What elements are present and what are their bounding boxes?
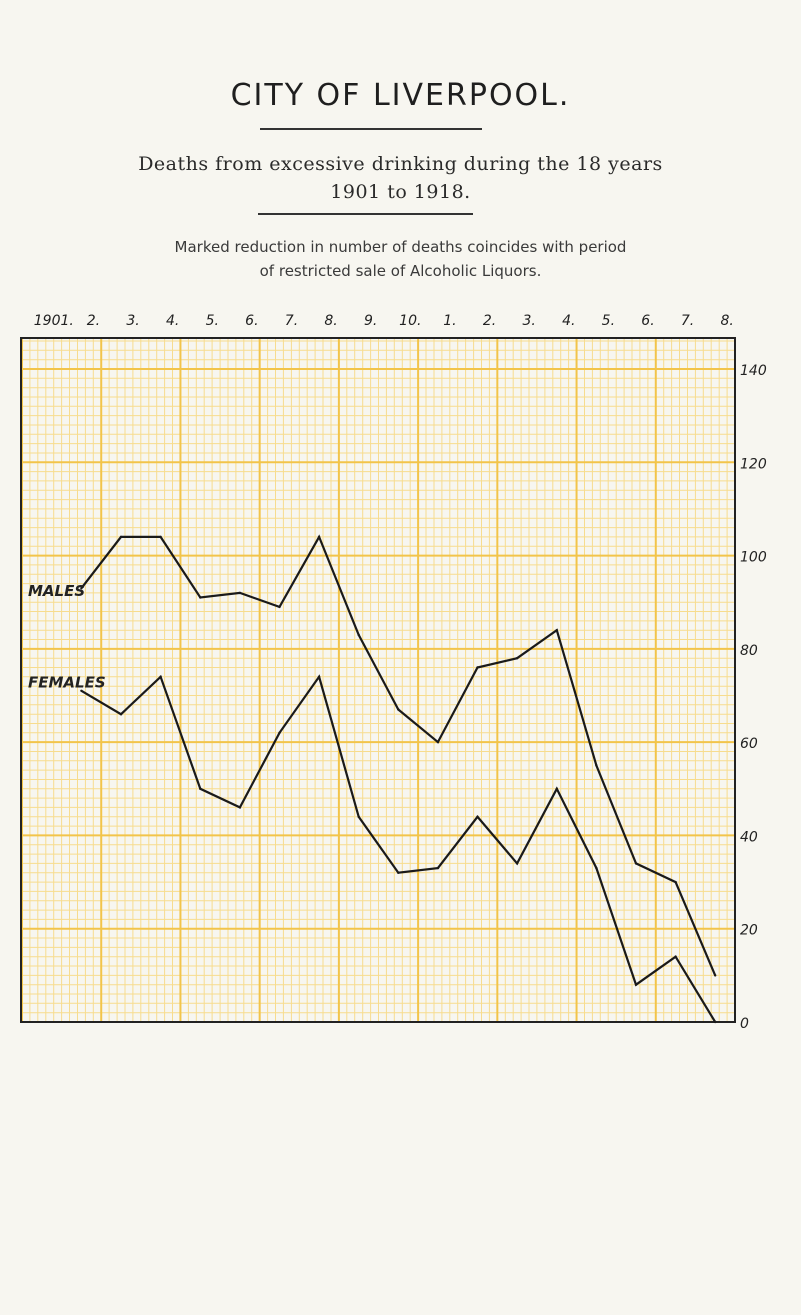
x-tick-label: 1901. [34, 313, 74, 329]
x-tick-label: 10. [399, 313, 421, 329]
y-tick-label: 40 [740, 829, 758, 845]
x-tick-label: 4. [562, 313, 575, 329]
data-point-females [119, 713, 123, 716]
series-label-females: FEMALES [28, 674, 106, 692]
x-tick-label: 5. [602, 313, 615, 329]
x-tick-label: 2. [87, 313, 100, 329]
subtitle-line-1: Deaths from excessive drinking during th… [138, 153, 663, 175]
data-point-males [634, 862, 638, 865]
data-point-females [515, 862, 519, 865]
data-point-males [119, 535, 123, 539]
data-point-females [80, 689, 83, 692]
data-point-males [278, 605, 281, 609]
data-point-females [238, 806, 242, 809]
series-label-males: MALES [28, 582, 85, 600]
data-point-females [714, 1020, 717, 1024]
data-point-females [436, 866, 440, 870]
data-point-females [634, 983, 638, 986]
x-tick-label: 3. [126, 313, 139, 329]
series-line-females [80, 674, 717, 1023]
y-tick-label: 100 [740, 550, 767, 566]
note-line-1: Marked reduction in number of deaths coi… [174, 238, 627, 256]
data-point-males [397, 708, 400, 711]
x-tick-label: 7. [285, 313, 298, 329]
y-tick-label: 60 [740, 736, 758, 752]
chart-title: CITY OF LIVERPOOL. [230, 78, 571, 113]
data-point-males [555, 629, 558, 632]
x-tick-label: 1. [443, 313, 456, 329]
x-tick-label: 6. [641, 313, 654, 329]
data-point-males [595, 764, 598, 767]
y-tick-label: 120 [740, 456, 767, 472]
data-point-females [317, 675, 321, 678]
data-point-females [159, 675, 162, 678]
chart-note: Marked reduction in number of deaths coi… [0, 235, 801, 283]
data-point-males [317, 535, 321, 539]
y-tick-label: 20 [740, 923, 758, 939]
subtitle-underline [258, 213, 473, 215]
data-point-males [80, 587, 83, 590]
data-point-males [674, 880, 677, 884]
data-point-females [397, 871, 400, 874]
note-line-2: of restricted sale of Alcoholic Liquors. [259, 262, 542, 280]
x-tick-label: 6. [245, 313, 258, 329]
data-point-females [555, 787, 558, 790]
data-point-females [278, 731, 281, 734]
data-point-males [357, 633, 360, 637]
title-underline [260, 128, 482, 130]
x-tick-label: 8. [721, 313, 734, 329]
y-tick-label: 140 [740, 363, 767, 379]
data-point-females [357, 815, 360, 818]
data-point-females [476, 815, 479, 818]
plot-frame [20, 337, 736, 1023]
x-tick-label: 5. [206, 313, 219, 329]
y-tick-label: 0 [740, 1016, 749, 1032]
chart-subtitle: Deaths from excessive drinking during th… [0, 150, 801, 206]
data-point-females [595, 866, 598, 870]
data-point-females [199, 787, 202, 790]
data-point-males [199, 596, 202, 599]
x-tick-label: 9. [364, 313, 377, 329]
x-tick-label: 2. [483, 313, 496, 329]
subtitle-line-2: 1901 to 1918. [330, 181, 471, 203]
data-point-males [436, 740, 440, 744]
data-point-males [714, 974, 717, 977]
data-point-females [674, 955, 677, 958]
y-tick-label: 80 [740, 643, 758, 659]
data-point-males [515, 657, 519, 660]
x-tick-label: 3. [522, 313, 535, 329]
x-tick-label: 7. [681, 313, 694, 329]
x-tick-label: 8. [324, 313, 337, 329]
x-tick-label: 4. [166, 313, 179, 329]
data-point-males [238, 591, 242, 595]
data-point-males [159, 535, 162, 539]
data-point-males [476, 666, 479, 669]
